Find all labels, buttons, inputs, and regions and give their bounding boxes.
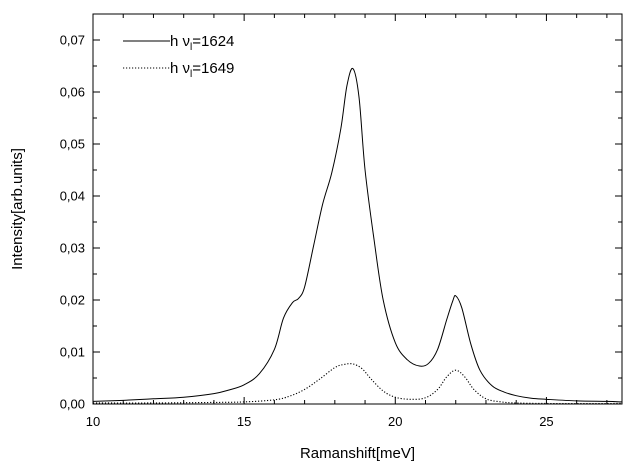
y-tick-label: 0,04 xyxy=(60,189,85,204)
x-tick-label: 20 xyxy=(388,414,402,429)
x-tick-label: 25 xyxy=(539,414,553,429)
y-tick-label: 0,02 xyxy=(60,293,85,308)
x-axis-title: Ramanshift[meV] xyxy=(300,445,415,462)
series-layer xyxy=(92,67,623,405)
legend-label-prefix: h ν xyxy=(170,33,190,50)
y-tick-label: 0,01 xyxy=(60,345,85,360)
y-tick-label: 0,03 xyxy=(60,241,85,256)
y-tick-label: 0,05 xyxy=(60,137,85,152)
legend-label-subscript: l xyxy=(190,42,192,53)
y-tick-label: 0,06 xyxy=(60,85,85,100)
y-axis: 0,00 0,01 0,02 0,03 0,04 0,05 0,06 0,07 xyxy=(60,13,622,412)
legend-label-suffix: =1624 xyxy=(192,33,234,50)
legend-label-subscript: l xyxy=(190,69,192,80)
legend-label-1: h νl=1624 xyxy=(170,33,234,53)
x-tick-label: 15 xyxy=(237,414,251,429)
plot-frame xyxy=(92,13,623,405)
series-1-line xyxy=(92,67,623,403)
x-tick-label: 10 xyxy=(86,414,100,429)
legend-label-2: h νl=1649 xyxy=(170,60,234,80)
y-tick-label: 0,00 xyxy=(60,397,85,412)
legend-label-prefix: h ν xyxy=(170,60,190,77)
x-axis: 10 15 20 25 xyxy=(86,14,608,429)
legend-label-suffix: =1649 xyxy=(192,60,234,77)
y-axis-title: Intensity[arb.units] xyxy=(9,148,26,270)
y-tick-label: 0,07 xyxy=(60,33,85,48)
